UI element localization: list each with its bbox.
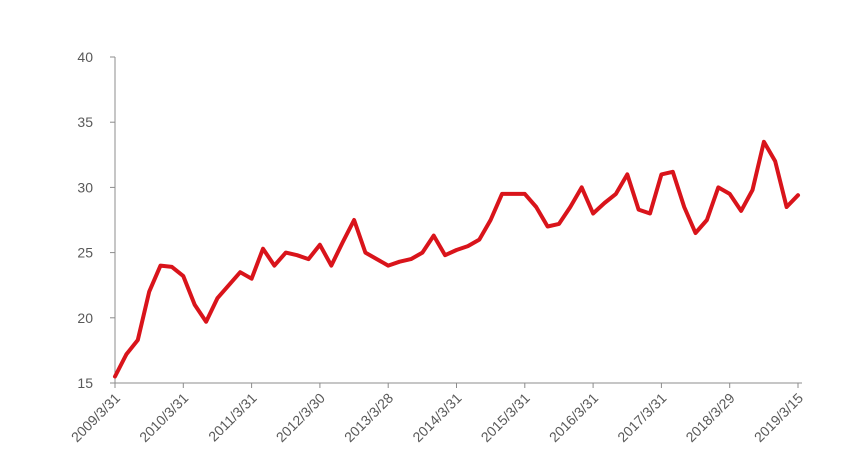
y-tick-label: 30 [77,179,93,195]
x-tick-label: 2015/3/31 [478,390,534,446]
x-tick-label: 2018/3/29 [682,390,738,446]
y-tick-label: 35 [77,114,93,130]
x-tick-label: 2010/3/31 [136,390,192,446]
y-tick-label: 15 [77,375,93,391]
x-tick-label: 2014/3/31 [409,390,465,446]
data-line [113,139,800,379]
x-tick-label: 2012/3/30 [273,390,329,446]
x-tick-label: 2011/3/31 [205,390,260,445]
x-tick-label: 2019/3/15 [751,390,807,446]
y-tick-label: 25 [77,245,93,261]
x-tick-label: 2017/3/31 [614,390,670,446]
y-tick-label: 40 [77,49,93,65]
y-tick-label: 20 [77,310,93,326]
x-tick-label: 2016/3/31 [546,390,602,446]
x-tick-label: 2009/3/31 [68,390,124,446]
x-tick-label: 2013/3/28 [341,390,397,446]
